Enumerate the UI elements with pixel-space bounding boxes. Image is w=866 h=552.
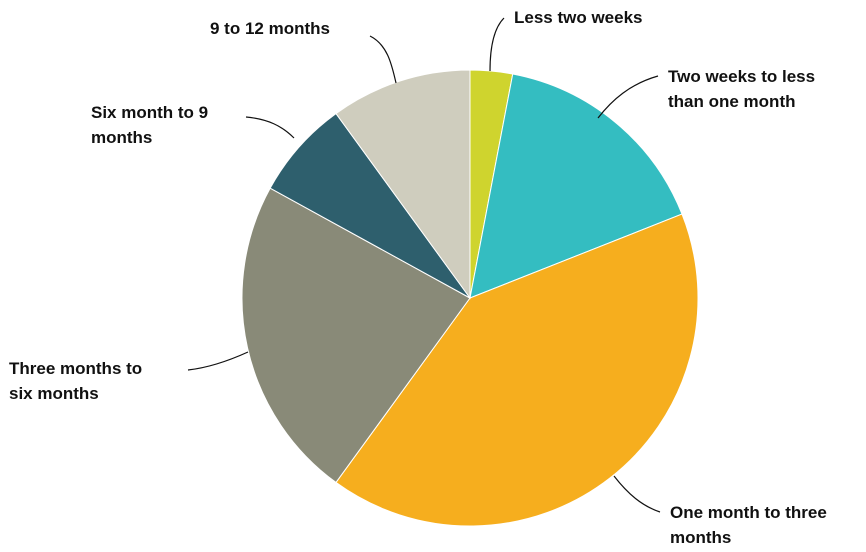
leader-line-less-two-weeks xyxy=(489,17,505,72)
slice-label-two-weeks: Two weeks to less than one month xyxy=(668,67,820,111)
leader-line-six-to-nine xyxy=(245,116,295,139)
pie-slice-2 xyxy=(335,213,699,527)
slice-label-less-two-weeks: Less two weeks xyxy=(514,8,643,27)
pie-slice-5 xyxy=(335,69,471,300)
slice-label-six-to-nine: Six month to 9 months xyxy=(91,103,213,147)
pie-slice-1 xyxy=(469,73,683,299)
leader-line-two-weeks xyxy=(597,75,659,119)
leader-lines xyxy=(187,17,661,513)
leader-line-nine-to-twelve xyxy=(369,35,397,84)
slice-label-nine-to-twelve: 9 to 12 months xyxy=(210,19,330,38)
pie-slices xyxy=(241,69,699,527)
leader-line-one-to-three xyxy=(613,475,661,513)
slice-labels: Less two weeks Two weeks to less than on… xyxy=(9,8,832,547)
slice-label-one-to-three: One month to three months xyxy=(670,503,832,547)
pie-slice-3 xyxy=(241,187,471,484)
slice-label-three-to-six: Three months to six months xyxy=(9,359,147,403)
leader-line-three-to-six xyxy=(187,351,249,371)
